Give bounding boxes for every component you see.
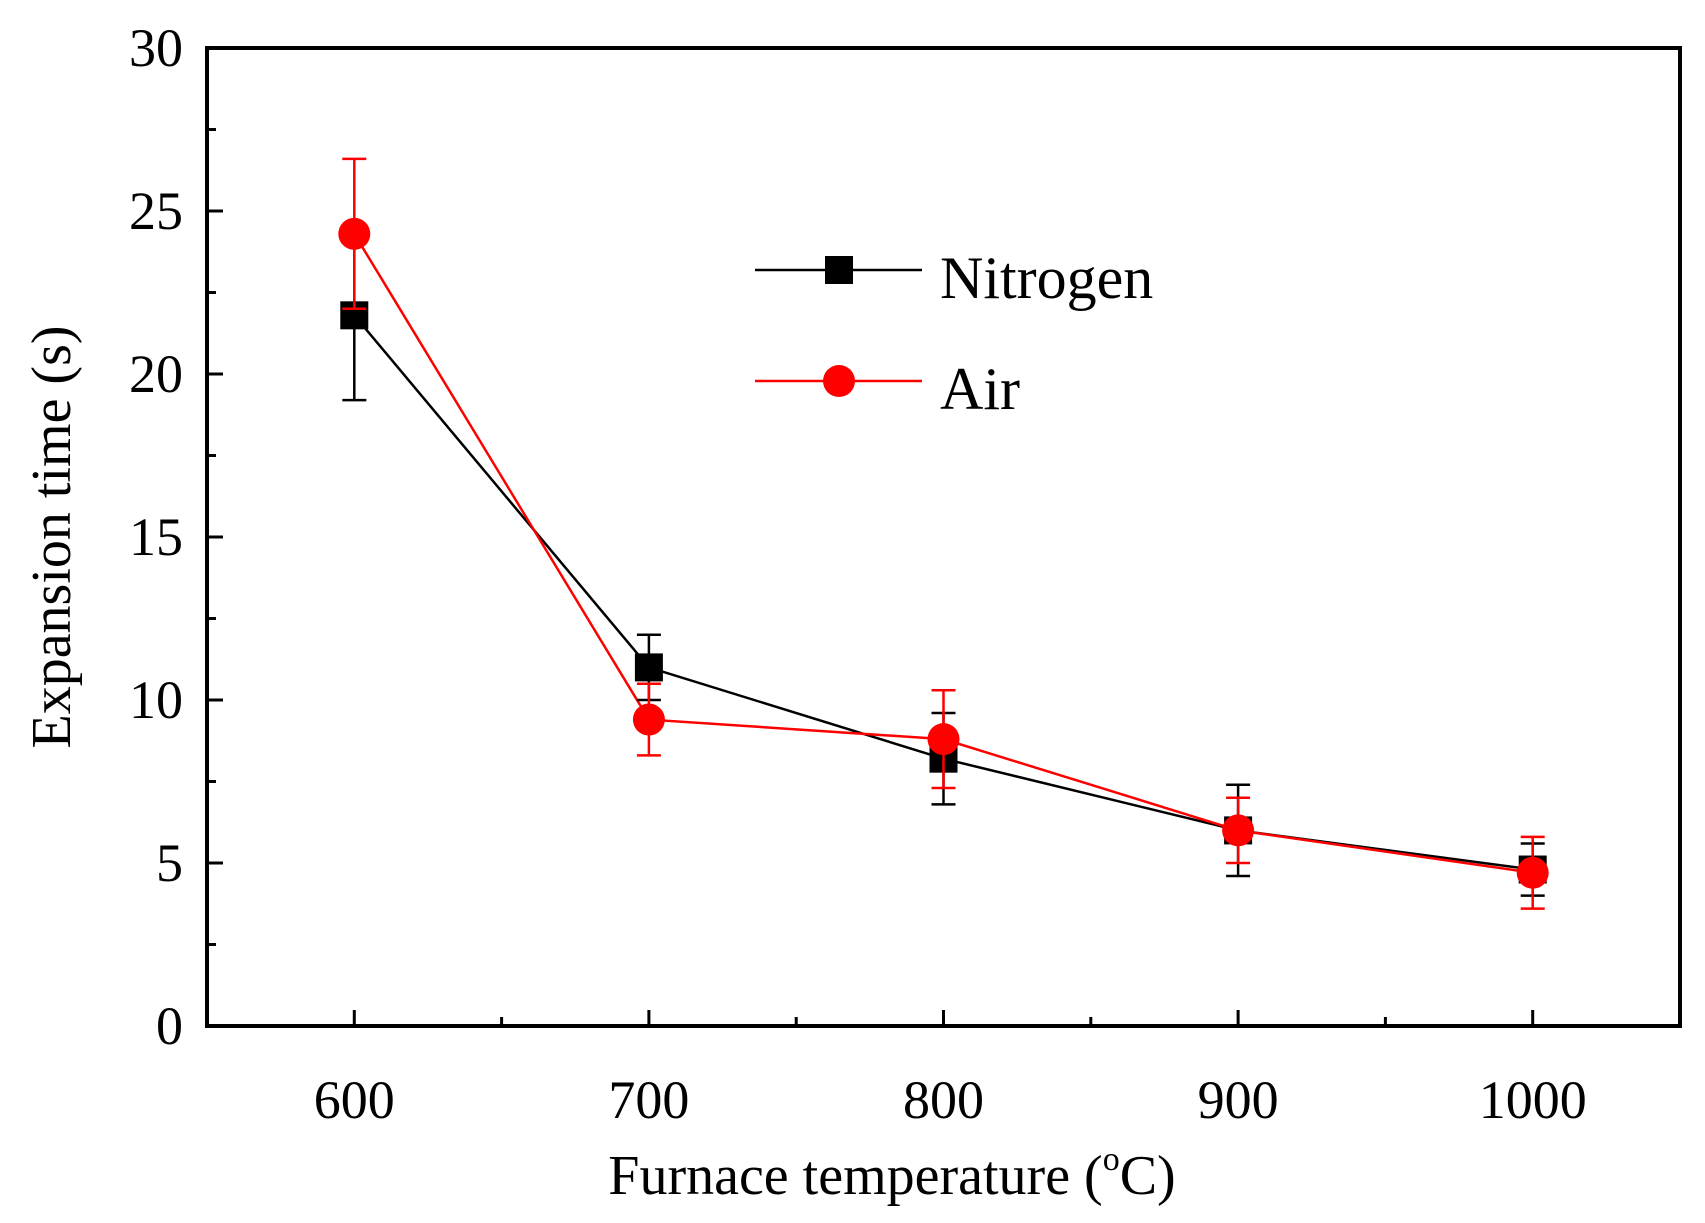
legend-label-air: Air	[940, 356, 1020, 422]
legend-marker-air	[823, 365, 855, 397]
data-point-air	[338, 217, 371, 250]
legend-marker-nitrogen	[825, 256, 853, 284]
data-point-nitrogen	[634, 653, 663, 682]
x-tick-label: 900	[1198, 1070, 1279, 1130]
data-point-air	[1222, 814, 1255, 847]
x-tick-label: 700	[608, 1070, 689, 1130]
x-axis-label-prefix: Furnace temperature (	[608, 1145, 1102, 1207]
data-point-air	[632, 703, 665, 736]
x-tick-label: 600	[314, 1070, 395, 1130]
x-axis-label: Furnace temperature (oC)	[608, 1141, 1175, 1207]
x-axis-label-degree: o	[1103, 1141, 1120, 1178]
x-tick-label: 800	[903, 1070, 984, 1130]
data-point-air	[927, 723, 960, 756]
axis-ticks: 600 700 800 900 1000 0 5 10 15 20 25 30	[129, 18, 1587, 1130]
series-marks	[338, 157, 1549, 910]
y-tick-label: 30	[129, 18, 183, 78]
plot-frame	[205, 46, 1682, 1028]
legend-label-nitrogen: Nitrogen	[940, 245, 1153, 311]
y-tick-label: 0	[156, 996, 183, 1056]
y-tick-label: 10	[129, 670, 183, 730]
y-tick-label: 25	[129, 181, 183, 241]
y-tick-label: 15	[129, 507, 183, 567]
data-point-air	[1516, 856, 1549, 889]
x-tick-label: 1000	[1479, 1070, 1587, 1130]
x-axis-label-suffix: C)	[1120, 1145, 1176, 1207]
y-axis-label: Expansion time (s)	[21, 325, 83, 748]
y-tick-label: 20	[129, 344, 183, 404]
y-tick-label: 5	[156, 833, 183, 893]
legend: Nitrogen Air	[755, 245, 1153, 422]
